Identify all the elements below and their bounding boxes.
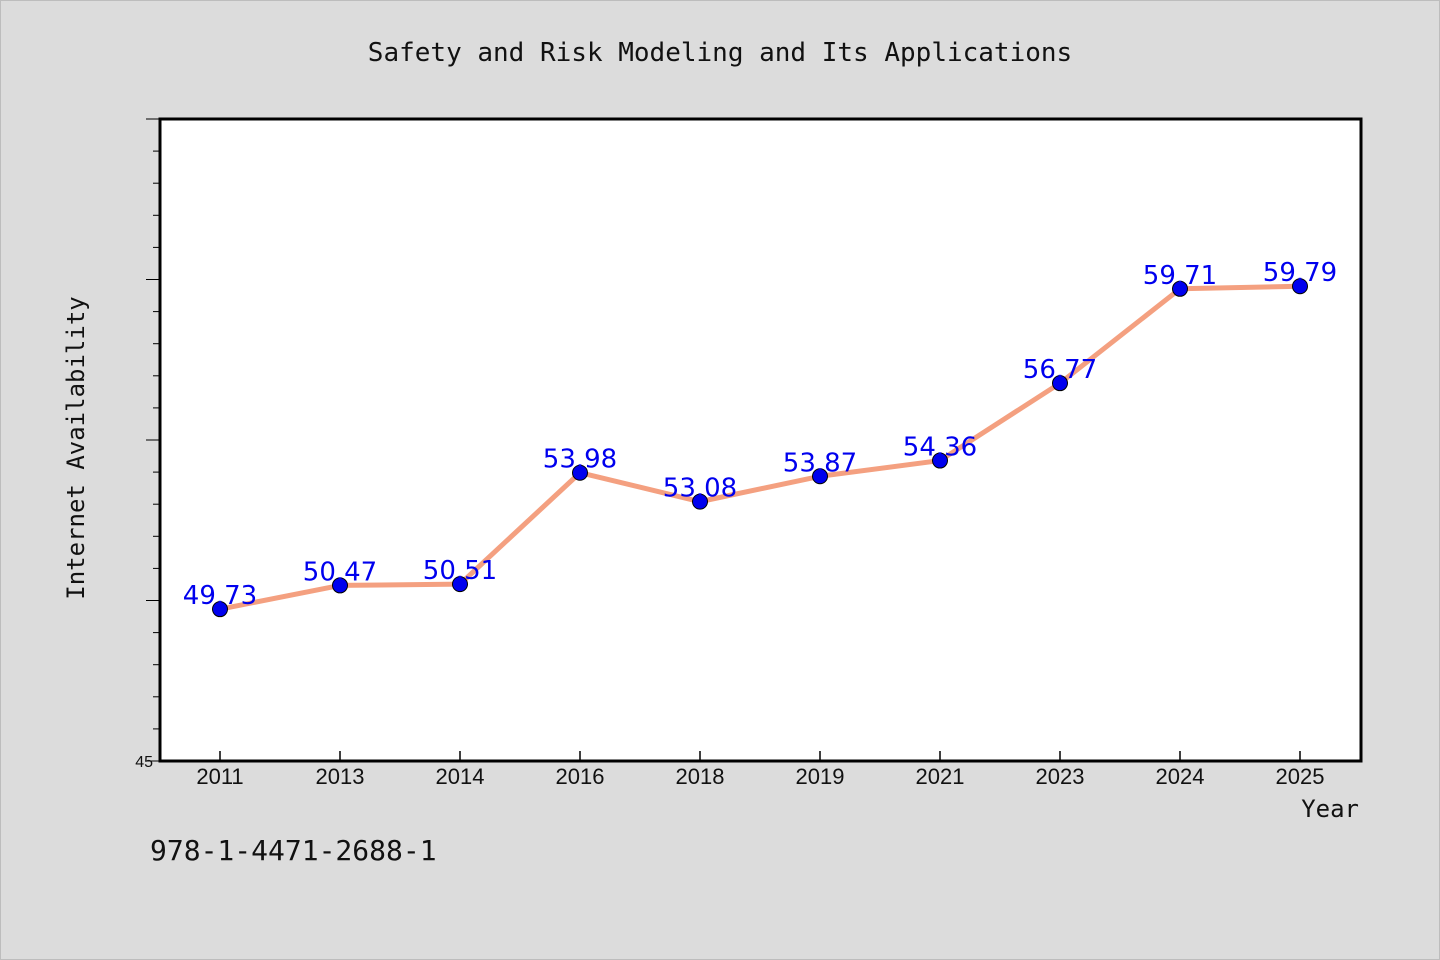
data-label: 59.71	[1143, 261, 1217, 291]
data-label: 53.08	[663, 474, 737, 504]
x-tick-label: 2014	[436, 764, 485, 789]
data-labels: 49.73 50.47 50.51 53.98 53.08 53.87 54.36 56.77…	[183, 258, 1337, 611]
data-point	[692, 493, 708, 510]
data-point	[332, 577, 348, 594]
data-point	[572, 464, 588, 481]
data-label: 50.47	[303, 557, 377, 587]
data-label: 49.73	[183, 581, 257, 611]
y-axis-ticks	[146, 118, 160, 762]
x-tick-label: 2023	[1036, 764, 1085, 789]
data-markers	[212, 278, 1308, 618]
x-tick-label: 2019	[796, 764, 845, 789]
data-label: 50.51	[423, 556, 497, 586]
data-point	[932, 452, 948, 469]
plot-area	[158, 117, 1363, 763]
data-point	[452, 576, 468, 593]
x-axis-ticks	[219, 751, 1301, 761]
data-point	[812, 468, 828, 485]
x-tick-label: 2025	[1276, 764, 1325, 789]
data-label: 53.87	[783, 448, 857, 478]
x-axis-label: Year	[1301, 795, 1359, 823]
y-axis-label: Internet Availability	[62, 296, 90, 599]
x-tick-label: 2016	[556, 764, 605, 789]
x-axis-tick-labels: 2011 2013 2014 2016 2018 2019 2021 2023 2024 2025	[196, 764, 1324, 789]
series-line	[219, 283, 1301, 612]
x-tick-label: 2018	[676, 764, 725, 789]
chart-title: Safety and Risk Modeling and Its Applica…	[368, 38, 1072, 68]
x-tick-label: 2011	[196, 764, 243, 789]
x-tick-label: 2013	[316, 764, 365, 789]
data-label: 53.98	[543, 445, 617, 475]
data-point	[1052, 375, 1068, 392]
data-label: 54.36	[903, 433, 977, 463]
x-tick-label: 2021	[916, 764, 965, 789]
data-label: 56.77	[1023, 355, 1097, 385]
isbn-text: 978-1-4471-2688-1	[150, 834, 437, 867]
data-point	[212, 601, 228, 618]
data-point	[1172, 280, 1188, 297]
x-tick-label: 2024	[1156, 764, 1205, 789]
data-point	[1292, 278, 1308, 295]
y-tick-label: 45	[135, 754, 153, 771]
data-label: 59.79	[1263, 258, 1337, 288]
